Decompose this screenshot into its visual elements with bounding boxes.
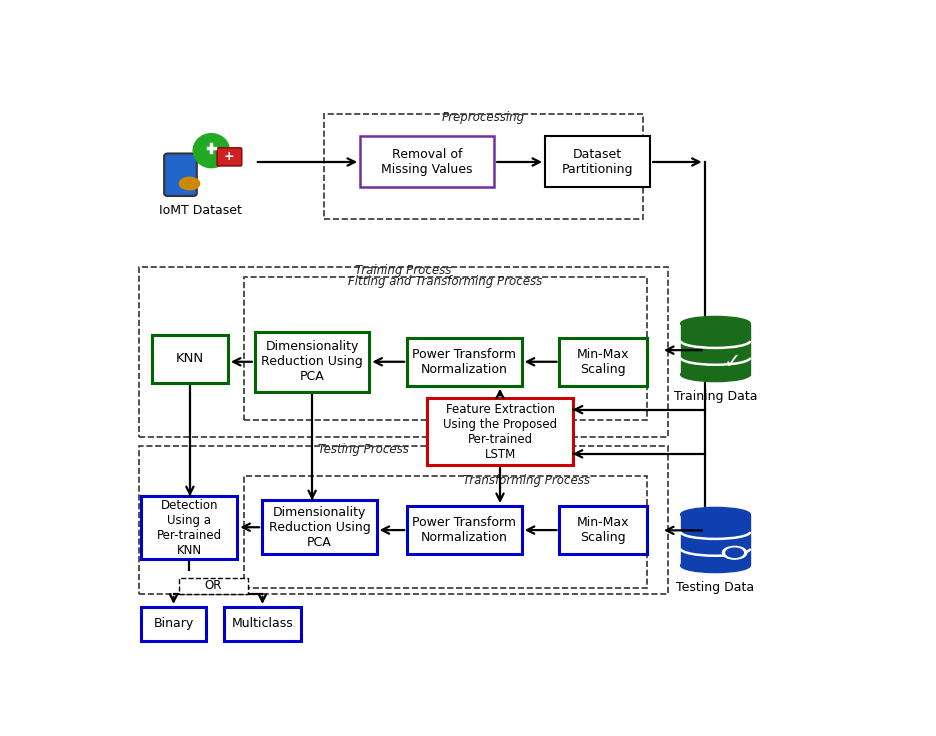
- Bar: [680, 514, 751, 565]
- Bar: [139, 267, 668, 437]
- Text: Dataset
Partitioning: Dataset Partitioning: [562, 148, 634, 176]
- Text: ✓: ✓: [724, 352, 741, 372]
- Text: Power Transform
Normalization: Power Transform Normalization: [413, 348, 517, 376]
- Text: Power Transform
Normalization: Power Transform Normalization: [413, 516, 517, 544]
- Text: Multiclass: Multiclass: [231, 618, 293, 630]
- Bar: [428, 398, 573, 465]
- Bar: [545, 136, 651, 188]
- Ellipse shape: [726, 548, 743, 557]
- Bar: [139, 447, 668, 594]
- Text: Dimensionality
Reduction Using
PCA: Dimensionality Reduction Using PCA: [261, 340, 363, 383]
- Ellipse shape: [180, 177, 199, 190]
- Text: Binary: Binary: [154, 618, 194, 630]
- Bar: [255, 332, 370, 392]
- Bar: [225, 607, 300, 641]
- Bar: [560, 338, 647, 386]
- Text: Testing Data: Testing Data: [677, 581, 754, 595]
- Bar: [560, 506, 647, 554]
- Text: Removal of
Missing Values: Removal of Missing Values: [381, 148, 473, 176]
- Bar: [152, 335, 228, 383]
- Ellipse shape: [723, 546, 747, 559]
- Bar: [244, 476, 647, 588]
- Bar: [141, 496, 238, 559]
- Text: +: +: [224, 150, 235, 163]
- Bar: [407, 338, 521, 386]
- FancyBboxPatch shape: [217, 148, 241, 166]
- Text: KNN: KNN: [176, 353, 204, 366]
- Bar: [324, 114, 643, 219]
- Bar: [179, 578, 247, 594]
- Bar: [262, 500, 376, 554]
- Ellipse shape: [680, 507, 751, 522]
- Ellipse shape: [680, 316, 751, 330]
- Text: Transforming Process: Transforming Process: [463, 474, 591, 487]
- Text: OR: OR: [204, 579, 222, 592]
- Text: Training Process: Training Process: [356, 264, 452, 277]
- Ellipse shape: [680, 367, 751, 381]
- Text: Dimensionality
Reduction Using
PCA: Dimensionality Reduction Using PCA: [269, 506, 371, 549]
- Bar: [407, 506, 521, 554]
- Text: Training Data: Training Data: [674, 390, 757, 403]
- Text: Min-Max
Scaling: Min-Max Scaling: [577, 348, 629, 376]
- Text: Testing Process: Testing Process: [318, 443, 409, 456]
- Bar: [360, 136, 494, 188]
- Bar: [141, 607, 206, 641]
- Text: Min-Max
Scaling: Min-Max Scaling: [577, 516, 629, 544]
- Text: IoMT Dataset: IoMT Dataset: [159, 204, 241, 216]
- Bar: [680, 324, 751, 375]
- Text: Feature Extraction
Using the Proposed
Per-trained
LSTM: Feature Extraction Using the Proposed Pe…: [443, 403, 557, 461]
- Text: Fitting and Transforming Process: Fitting and Transforming Process: [348, 275, 543, 288]
- FancyBboxPatch shape: [164, 154, 197, 196]
- Ellipse shape: [193, 134, 229, 168]
- Bar: [244, 277, 647, 420]
- Text: Preprocessing: Preprocessing: [442, 111, 525, 124]
- Text: Detection
Using a
Per-trained
KNN: Detection Using a Per-trained KNN: [156, 498, 222, 556]
- Ellipse shape: [680, 559, 751, 573]
